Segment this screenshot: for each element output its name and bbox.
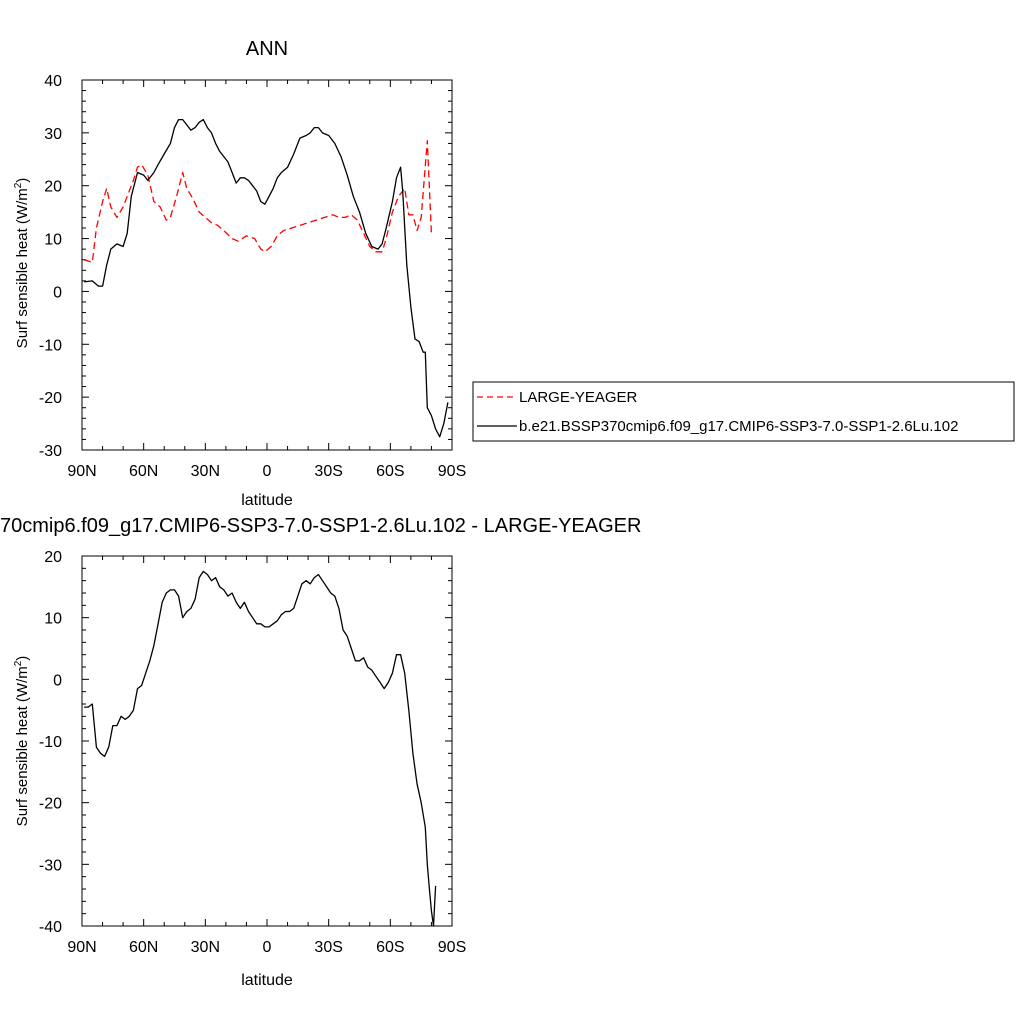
bottom-y-tick-label: -30 — [39, 857, 62, 874]
legend-label-ssp370: b.e21.BSSP370cmip6.f09_g17.CMIP6-SSP3-7.… — [519, 418, 958, 435]
bottom-series-line-0 — [84, 570, 437, 927]
top-x-tick-label: 30S — [314, 463, 342, 480]
top-y-axis-label-sup: 2 — [13, 182, 24, 188]
bottom-x-tick-label: 60N — [129, 939, 158, 956]
top-y-axis-label-main: Surf sensible heat (W/m — [14, 188, 31, 348]
top-series-lines — [83, 118, 449, 438]
bottom-y-axis-label: Surf sensible heat (W/m2) — [13, 656, 31, 827]
bottom-y-tick-label: 0 — [53, 672, 62, 689]
top-y-tick-label: 0 — [53, 284, 62, 301]
bottom-y-tick-label: 10 — [44, 611, 62, 628]
legend: LARGE-YEAGER b.e21.BSSP370cmip6.f09_g17.… — [472, 381, 1015, 442]
top-plot-frame — [81, 79, 453, 451]
legend-box — [472, 381, 1015, 442]
top-y-tick-label: 30 — [44, 126, 62, 143]
top-y-tick-label: -30 — [39, 443, 62, 460]
bottom-y-axis-label-sup: 2 — [13, 660, 24, 666]
top-x-axis-label: latitude — [241, 492, 293, 509]
bottom-x-tick-label: 0 — [263, 939, 272, 956]
bottom-y-tick-label: 20 — [44, 549, 62, 566]
top-series-line-0 — [83, 140, 433, 264]
top-y-tick-label: 40 — [44, 73, 62, 90]
bottom-x-tick-label: 60S — [376, 939, 404, 956]
top-x-tick-label: 60N — [129, 463, 158, 480]
bottom-chart-title: 70cmip6.f09_g17.CMIP6-SSP3-7.0-SSP1-2.6L… — [0, 515, 641, 537]
top-series-line-1 — [84, 118, 449, 438]
bottom-y-axis-label-main: Surf sensible heat (W/m — [14, 666, 31, 826]
top-chart-title: ANN — [246, 38, 288, 60]
legend-label-large-yeager: LARGE-YEAGER — [519, 389, 638, 406]
top-x-tick-label: 90N — [67, 463, 96, 480]
top-y-tick-label: -20 — [39, 390, 62, 407]
bottom-y-tick-label: -10 — [39, 734, 62, 751]
bottom-series-lines — [84, 570, 437, 927]
bottom-x-tick-label: 90S — [438, 939, 466, 956]
top-x-tick-label: 90S — [438, 463, 466, 480]
top-x-tick-label: 30N — [191, 463, 220, 480]
top-y-tick-label: 10 — [44, 232, 62, 249]
top-x-tick-label: 60S — [376, 463, 404, 480]
bottom-panel: 70cmip6.f09_g17.CMIP6-SSP3-7.0-SSP1-2.6L… — [0, 515, 641, 989]
top-panel: ANN Surf sensible heat (W/m2) latitude 9… — [13, 38, 466, 509]
top-axis-ticks: 90N 60N 30N 0 30S 60S 90S -30 -20 -10 0 10 20 30 40 — [39, 73, 466, 480]
top-y-tick-label: -10 — [39, 337, 62, 354]
bottom-x-tick-label: 90N — [67, 939, 96, 956]
bottom-y-tick-label: -40 — [39, 919, 62, 936]
bottom-axis-ticks: 90N 60N 30N 0 30S 60S 90S -40 -30 -20 -10 0 10 20 — [39, 549, 466, 956]
bottom-x-tick-label: 30N — [191, 939, 220, 956]
bottom-plot-frame — [81, 555, 453, 927]
bottom-x-axis-label: latitude — [241, 972, 293, 989]
top-y-axis-label-close: ) — [14, 178, 31, 183]
top-y-axis-label: Surf sensible heat (W/m2) — [13, 178, 31, 349]
bottom-x-tick-label: 30S — [314, 939, 342, 956]
top-x-tick-label: 0 — [263, 463, 272, 480]
top-y-tick-label: 20 — [44, 179, 62, 196]
bottom-y-axis-label-close: ) — [14, 656, 31, 661]
bottom-y-tick-label: -20 — [39, 796, 62, 813]
